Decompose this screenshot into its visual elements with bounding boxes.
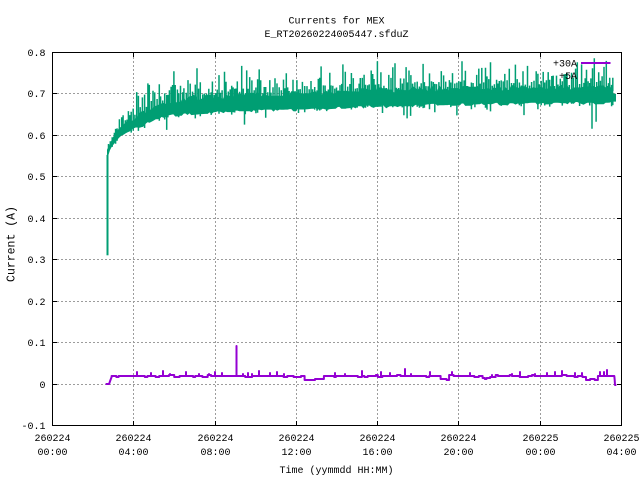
svg-text:0.4: 0.4 [27, 215, 45, 226]
svg-text:+5A: +5A [559, 72, 577, 83]
svg-text:04:00: 04:00 [606, 448, 636, 459]
svg-text:260224: 260224 [197, 434, 233, 445]
svg-text:0.2: 0.2 [27, 298, 45, 309]
svg-text:Time (yymmdd HH:MM): Time (yymmdd HH:MM) [279, 465, 393, 477]
svg-text:260224: 260224 [34, 434, 70, 445]
svg-text:0.7: 0.7 [27, 90, 45, 101]
svg-text:260225: 260225 [522, 434, 558, 445]
svg-text:260224: 260224 [115, 434, 151, 445]
svg-text:04:00: 04:00 [118, 448, 148, 459]
svg-text:08:00: 08:00 [200, 448, 230, 459]
svg-text:260224: 260224 [440, 434, 476, 445]
svg-text:-0.1: -0.1 [21, 422, 45, 433]
svg-text:0.1: 0.1 [27, 339, 45, 350]
svg-text:260224: 260224 [359, 434, 395, 445]
svg-text:0.8: 0.8 [27, 49, 45, 60]
svg-text:0: 0 [39, 381, 45, 392]
svg-text:260224: 260224 [278, 434, 314, 445]
svg-text:Currents for MEX: Currents for MEX [288, 16, 384, 28]
svg-text:00:00: 00:00 [37, 448, 67, 459]
svg-text:16:00: 16:00 [362, 448, 392, 459]
svg-text:0.5: 0.5 [27, 173, 45, 184]
svg-text:00:00: 00:00 [525, 448, 555, 459]
svg-text:0.3: 0.3 [27, 256, 45, 267]
svg-text:Current (A): Current (A) [6, 206, 19, 282]
svg-text:0.6: 0.6 [27, 132, 45, 143]
svg-text:20:00: 20:00 [443, 448, 473, 459]
svg-text:E_RT20260224005447.sfduZ: E_RT20260224005447.sfduZ [264, 29, 408, 41]
svg-text:+30A: +30A [553, 60, 577, 71]
svg-text:260225: 260225 [603, 434, 639, 445]
svg-text:12:00: 12:00 [281, 448, 311, 459]
